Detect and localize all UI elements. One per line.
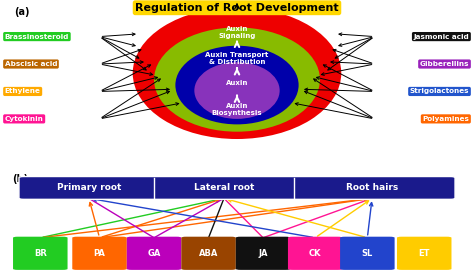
Text: (a): (a) <box>14 7 30 17</box>
Text: PA: PA <box>93 249 106 258</box>
Text: Brassinosteroid: Brassinosteroid <box>5 34 69 40</box>
FancyBboxPatch shape <box>288 237 342 270</box>
FancyBboxPatch shape <box>340 237 394 270</box>
Text: JA: JA <box>258 249 268 258</box>
Text: Primary root: Primary root <box>57 183 121 192</box>
Text: Auxin: Auxin <box>226 80 248 86</box>
FancyBboxPatch shape <box>181 237 236 270</box>
Text: Strigolactones: Strigolactones <box>410 88 469 94</box>
Text: Auxin Transport
& Distribution: Auxin Transport & Distribution <box>205 52 269 65</box>
Text: ET: ET <box>419 249 430 258</box>
Text: Root hairs: Root hairs <box>346 183 398 192</box>
Text: Lateral root: Lateral root <box>194 183 254 192</box>
Text: Gibberellins: Gibberellins <box>420 61 469 67</box>
Text: BR: BR <box>34 249 47 258</box>
FancyBboxPatch shape <box>13 237 67 270</box>
Ellipse shape <box>133 7 341 139</box>
Text: Jasmonic acid: Jasmonic acid <box>413 34 469 40</box>
Text: SL: SL <box>362 249 373 258</box>
Text: Auxin
Biosynthesis: Auxin Biosynthesis <box>212 103 262 116</box>
Text: GA: GA <box>147 249 161 258</box>
Text: Cytokinin: Cytokinin <box>5 116 44 122</box>
Text: ABA: ABA <box>199 249 218 258</box>
Text: Ethylene: Ethylene <box>5 88 41 94</box>
FancyBboxPatch shape <box>19 177 455 199</box>
Ellipse shape <box>194 62 280 119</box>
Text: (b): (b) <box>12 174 28 185</box>
Ellipse shape <box>175 46 299 124</box>
FancyBboxPatch shape <box>127 237 181 270</box>
FancyBboxPatch shape <box>72 237 127 270</box>
Text: CK: CK <box>309 249 321 258</box>
FancyBboxPatch shape <box>236 237 290 270</box>
Text: Regulation of Root Development: Regulation of Root Development <box>135 3 339 13</box>
Text: Auxin
Signaling: Auxin Signaling <box>219 26 255 39</box>
FancyBboxPatch shape <box>397 237 451 270</box>
Text: Polyamines: Polyamines <box>422 116 469 122</box>
Text: Abscisic acid: Abscisic acid <box>5 61 57 67</box>
Ellipse shape <box>154 28 320 132</box>
